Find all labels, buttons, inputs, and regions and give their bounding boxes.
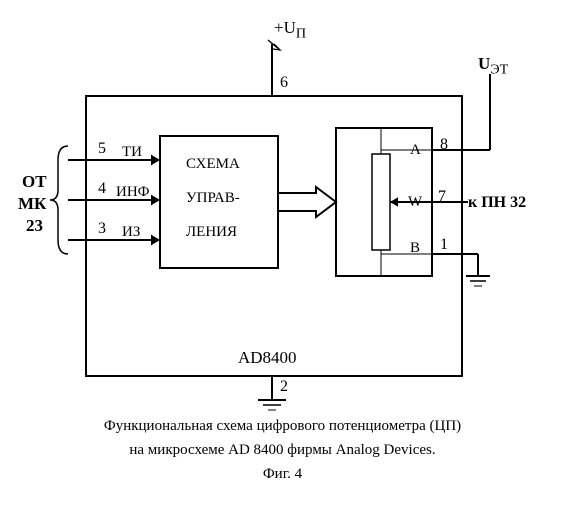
- left-source-line1: ОТ: [22, 172, 47, 192]
- pot-b-label: B: [410, 240, 420, 257]
- pot-w-label: W: [408, 194, 422, 211]
- pin-8-label: 8: [440, 136, 448, 154]
- pin-1-label: 1: [440, 236, 448, 254]
- caption-line2: на микросхеме AD 8400 фирмы Analog Devic…: [0, 442, 565, 459]
- pin-5-label: 5: [98, 140, 106, 158]
- ref-label: UЭТ: [478, 54, 508, 78]
- input-iz-label: ИЗ: [122, 224, 140, 241]
- caption-fig: Фиг. 4: [0, 466, 565, 483]
- pin-2-label: 2: [280, 378, 288, 396]
- ctrl-line1: СХЕМА: [186, 156, 240, 173]
- left-source-line3: 23: [26, 216, 43, 236]
- ctrl-line2: УПРАВ-: [186, 190, 240, 207]
- input-ti-label: ТИ: [122, 144, 142, 161]
- pin-6-label: 6: [280, 74, 288, 92]
- supply-label: +UП: [274, 18, 306, 42]
- left-source-line2: МК: [18, 194, 46, 214]
- caption-line1: Функциональная схема цифрового потенциом…: [0, 418, 565, 435]
- pin-4-label: 4: [98, 180, 106, 198]
- pin-7-label: 7: [438, 188, 446, 206]
- pot-a-label: A: [410, 142, 421, 159]
- ctrl-line3: ЛЕНИЯ: [186, 224, 237, 241]
- input-inf-label: ИНФ: [116, 184, 150, 201]
- right-output-label: к ПН 32: [468, 194, 526, 212]
- pin-3-label: 3: [98, 220, 106, 238]
- chip-label: AD8400: [238, 348, 297, 368]
